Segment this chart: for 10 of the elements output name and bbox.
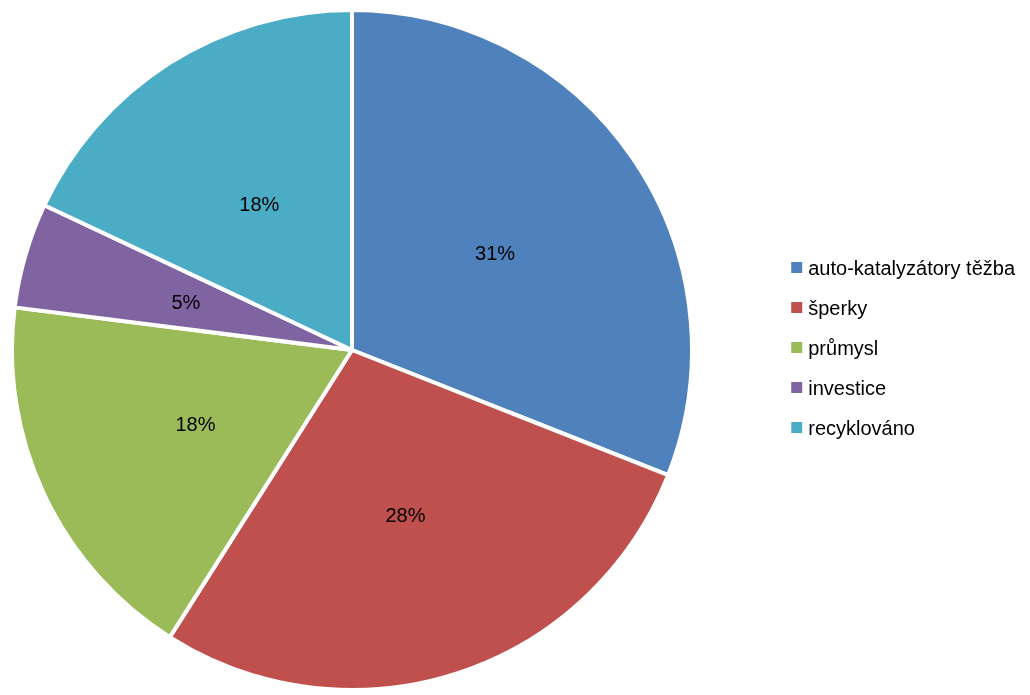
legend-label: šperky bbox=[808, 296, 868, 319]
data-label: 18% bbox=[239, 192, 280, 215]
data-label: 28% bbox=[385, 503, 426, 526]
legend-label: průmysl bbox=[808, 336, 879, 359]
data-label: 18% bbox=[175, 412, 216, 435]
legend-label: auto-katalyzátory těžba bbox=[808, 256, 1016, 279]
data-label: 31% bbox=[475, 241, 516, 264]
legend-label: recyklováno bbox=[808, 416, 915, 439]
data-label: 5% bbox=[171, 290, 201, 313]
legend-label: investice bbox=[808, 376, 887, 399]
